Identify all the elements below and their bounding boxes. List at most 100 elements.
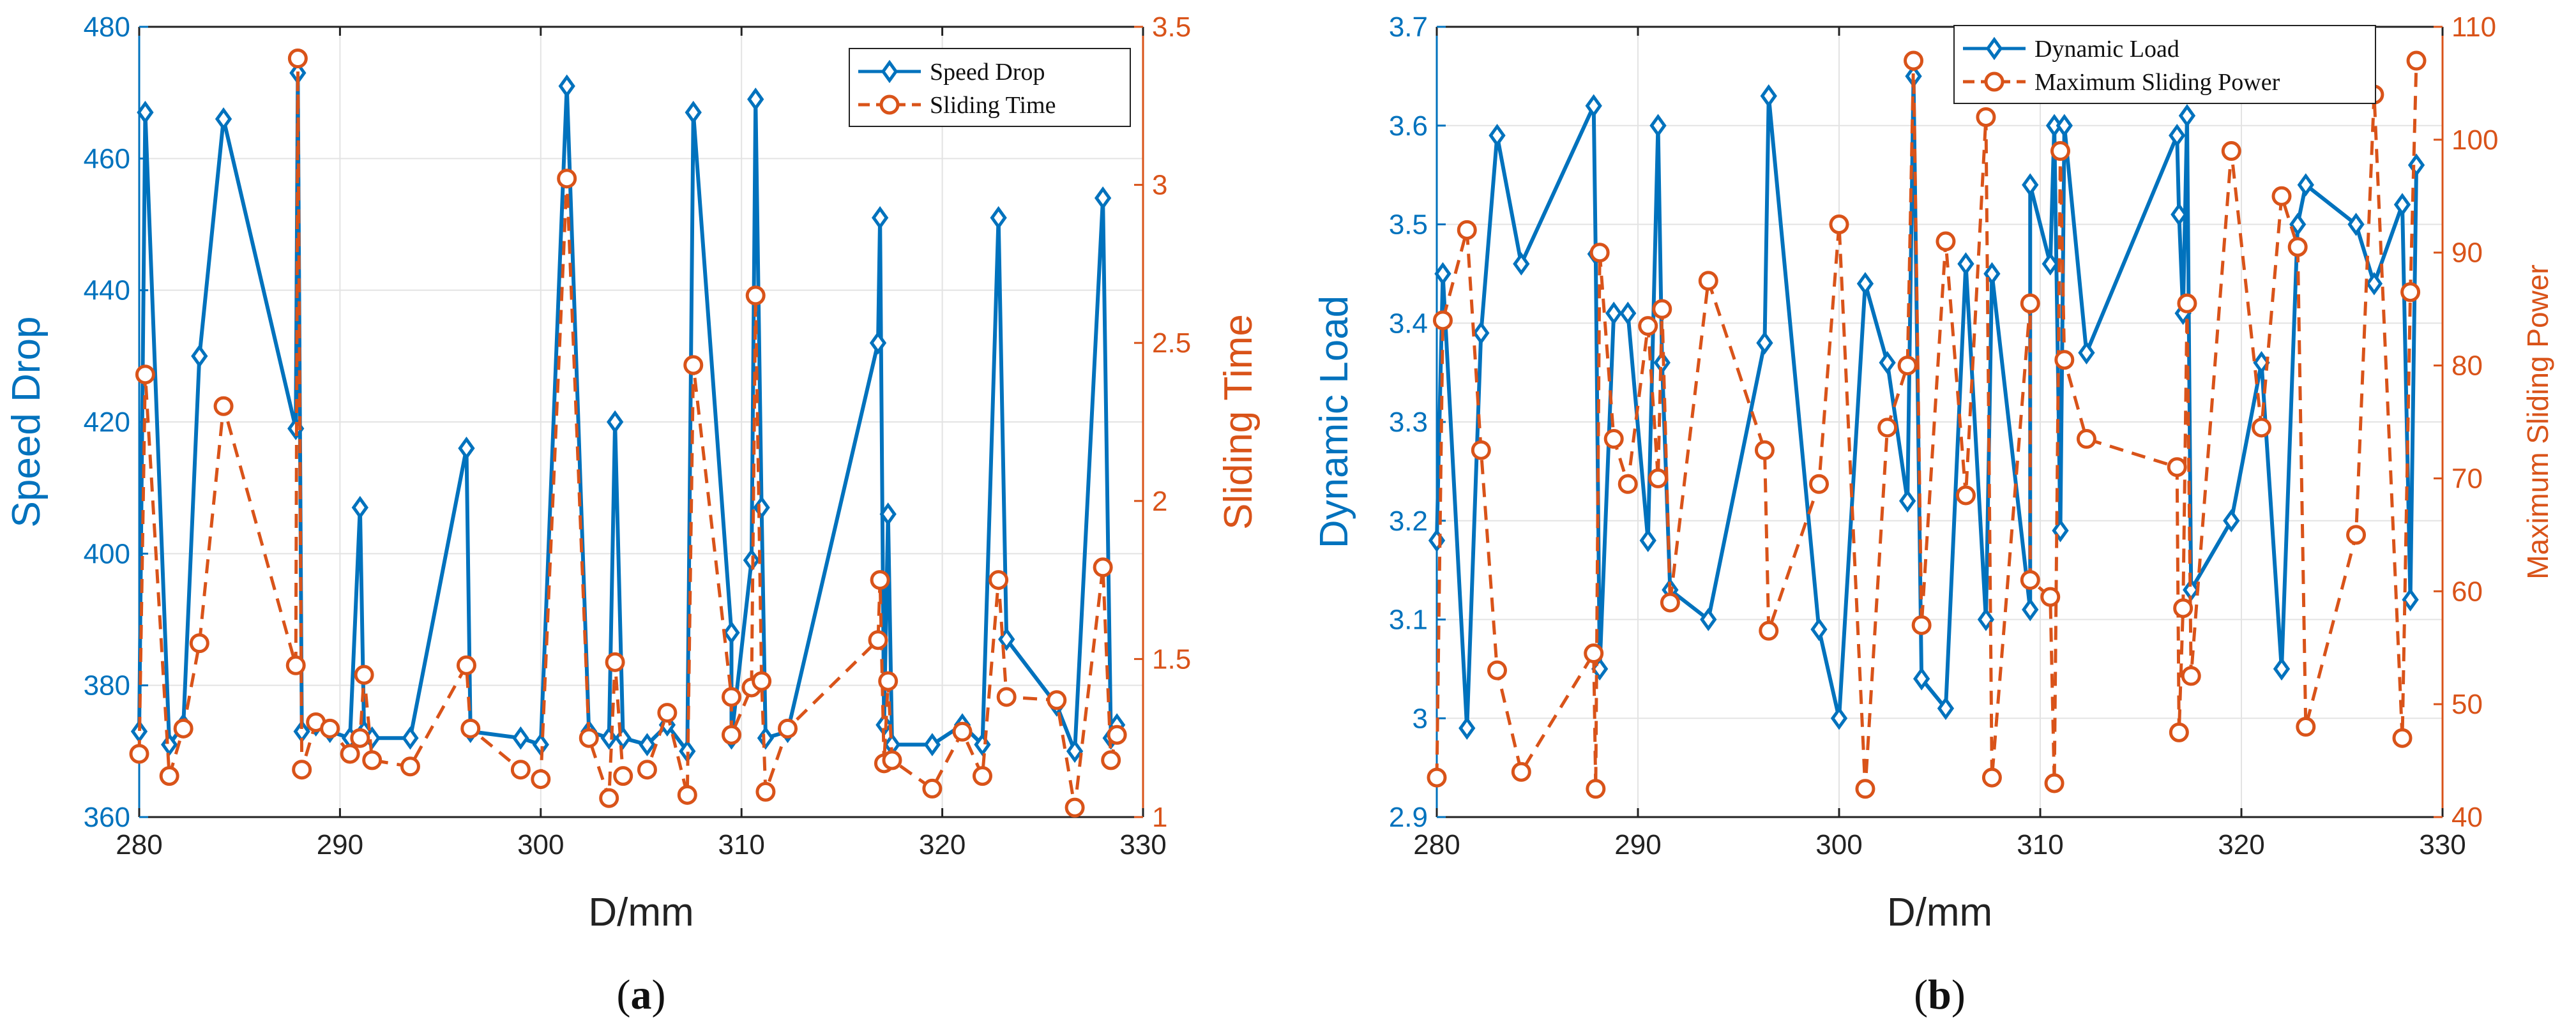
- data-point-circle: [1911, 615, 1932, 635]
- panel-caption: (a): [617, 972, 666, 1018]
- data-point-diamond: [2078, 341, 2095, 364]
- data-point-circle: [2173, 598, 2193, 619]
- data-point-diamond: [2042, 252, 2059, 276]
- y-tick-label-right: 1: [1152, 802, 1167, 833]
- data-point-circle: [868, 630, 888, 650]
- legend-marker-diamond: [881, 59, 898, 84]
- y-tick-label-right: 3: [1152, 170, 1167, 201]
- data-point-diamond: [2402, 588, 2419, 612]
- data-point-circle: [1101, 750, 1121, 770]
- data-point-circle: [1877, 417, 1898, 438]
- data-point-circle: [1698, 271, 1718, 291]
- data-point-diamond: [1066, 739, 1084, 763]
- data-point-circle: [1107, 725, 1127, 745]
- data-point-diamond: [2297, 173, 2314, 197]
- data-point-circle: [1471, 440, 1491, 460]
- data-point-diamond: [191, 344, 208, 368]
- data-point-diamond: [2273, 657, 2291, 681]
- legend-marker-circle: [879, 94, 900, 115]
- data-point-circle: [2296, 717, 2316, 737]
- data-point-circle: [745, 285, 766, 306]
- data-point-diamond: [2393, 193, 2411, 216]
- y-tick-label-right: 100: [2451, 124, 2498, 156]
- data-point-circle: [1897, 356, 1918, 376]
- legend: Speed Drop Sliding Time: [849, 48, 1131, 127]
- data-point-diamond: [1094, 186, 1112, 210]
- data-point-diamond: [137, 100, 154, 124]
- legend-box: [849, 48, 1131, 127]
- series-maximum-sliding-power: [1427, 50, 2427, 799]
- y-tick-label-left: 440: [84, 275, 130, 306]
- x-tick-label: 300: [517, 829, 564, 860]
- data-point-circle: [285, 655, 306, 675]
- data-point-diamond: [2289, 213, 2307, 236]
- data-point-circle: [1603, 429, 1624, 449]
- data-point-circle: [1648, 468, 1668, 488]
- data-point-circle: [1759, 620, 1779, 641]
- data-point-circle: [579, 728, 599, 748]
- data-point-diamond: [723, 620, 740, 645]
- data-point-diamond: [753, 495, 770, 520]
- data-point-circle: [1589, 243, 1610, 263]
- data-point-circle: [657, 703, 678, 723]
- data-point-circle: [2221, 141, 2241, 161]
- x-tick-label: 280: [116, 829, 162, 860]
- data-point-circle: [870, 570, 890, 590]
- x-tick-label: 310: [2017, 829, 2063, 860]
- caption-letter: b: [1928, 972, 1951, 1018]
- legend-entry-label: Sliding Time: [930, 92, 1056, 119]
- data-point-circle: [400, 756, 420, 777]
- legend-marker-diamond: [1985, 36, 2003, 61]
- data-point-diamond: [1856, 272, 1874, 296]
- data-point-diamond: [215, 107, 232, 131]
- x-tick-label: 290: [317, 829, 363, 860]
- data-point-diamond: [923, 733, 941, 756]
- y-tick-label-left: 3.5: [1389, 209, 1428, 241]
- legend-marker-circle: [1984, 71, 2004, 92]
- data-point-circle: [1809, 474, 1829, 494]
- y-tick-label-right: 90: [2451, 237, 2483, 269]
- data-point-diamond: [1489, 123, 1506, 147]
- caption-open: (: [1914, 972, 1928, 1018]
- data-point-circle: [173, 718, 193, 739]
- data-point-diamond: [871, 206, 889, 230]
- data-point-diamond: [1879, 350, 1896, 375]
- caption-open: (: [617, 972, 631, 1018]
- data-point-diamond: [1585, 94, 1602, 118]
- data-point-circle: [2271, 186, 2292, 206]
- data-point-circle: [557, 169, 577, 189]
- legend-box: [1953, 25, 2376, 104]
- data-point-circle: [1936, 231, 1956, 252]
- data-point-circle: [2400, 282, 2421, 303]
- data-point-circle: [2044, 773, 2065, 793]
- series-sliding-time: [129, 49, 1127, 818]
- caption-close: ): [652, 972, 666, 1018]
- data-point-circle: [2020, 570, 2040, 590]
- data-point-diamond: [2169, 123, 2186, 147]
- y-axis-label-left: Dynamic Load: [1312, 296, 1356, 548]
- data-point-circle: [778, 718, 798, 739]
- data-point-diamond: [1830, 706, 1848, 730]
- data-point-diamond: [1810, 617, 1828, 642]
- data-point-circle: [2054, 350, 2075, 370]
- y-tick-label-right: 1.5: [1152, 643, 1191, 675]
- y-tick-label-right: 40: [2451, 802, 2483, 833]
- data-point-diamond: [1605, 301, 1623, 326]
- data-point-diamond: [1913, 667, 1930, 691]
- data-point-circle: [878, 671, 898, 691]
- legend-entry-label: Maximum Sliding Power: [2034, 69, 2280, 96]
- data-point-diamond: [2056, 114, 2073, 138]
- data-point-circle: [2346, 525, 2367, 545]
- data-point-circle: [456, 655, 476, 675]
- y-tick-label-left: 460: [84, 143, 130, 174]
- data-point-diamond: [2022, 173, 2039, 197]
- data-point-diamond: [2365, 272, 2383, 296]
- data-point-circle: [1457, 220, 1477, 240]
- data-point-diamond: [1937, 696, 1955, 721]
- data-point-diamond: [1898, 489, 1916, 513]
- data-point-circle: [1638, 316, 1658, 336]
- y-tick-label-right: 2: [1152, 486, 1167, 517]
- data-point-diamond: [1639, 529, 1656, 552]
- data-point-diamond: [747, 87, 764, 111]
- data-point-diamond: [990, 206, 1007, 230]
